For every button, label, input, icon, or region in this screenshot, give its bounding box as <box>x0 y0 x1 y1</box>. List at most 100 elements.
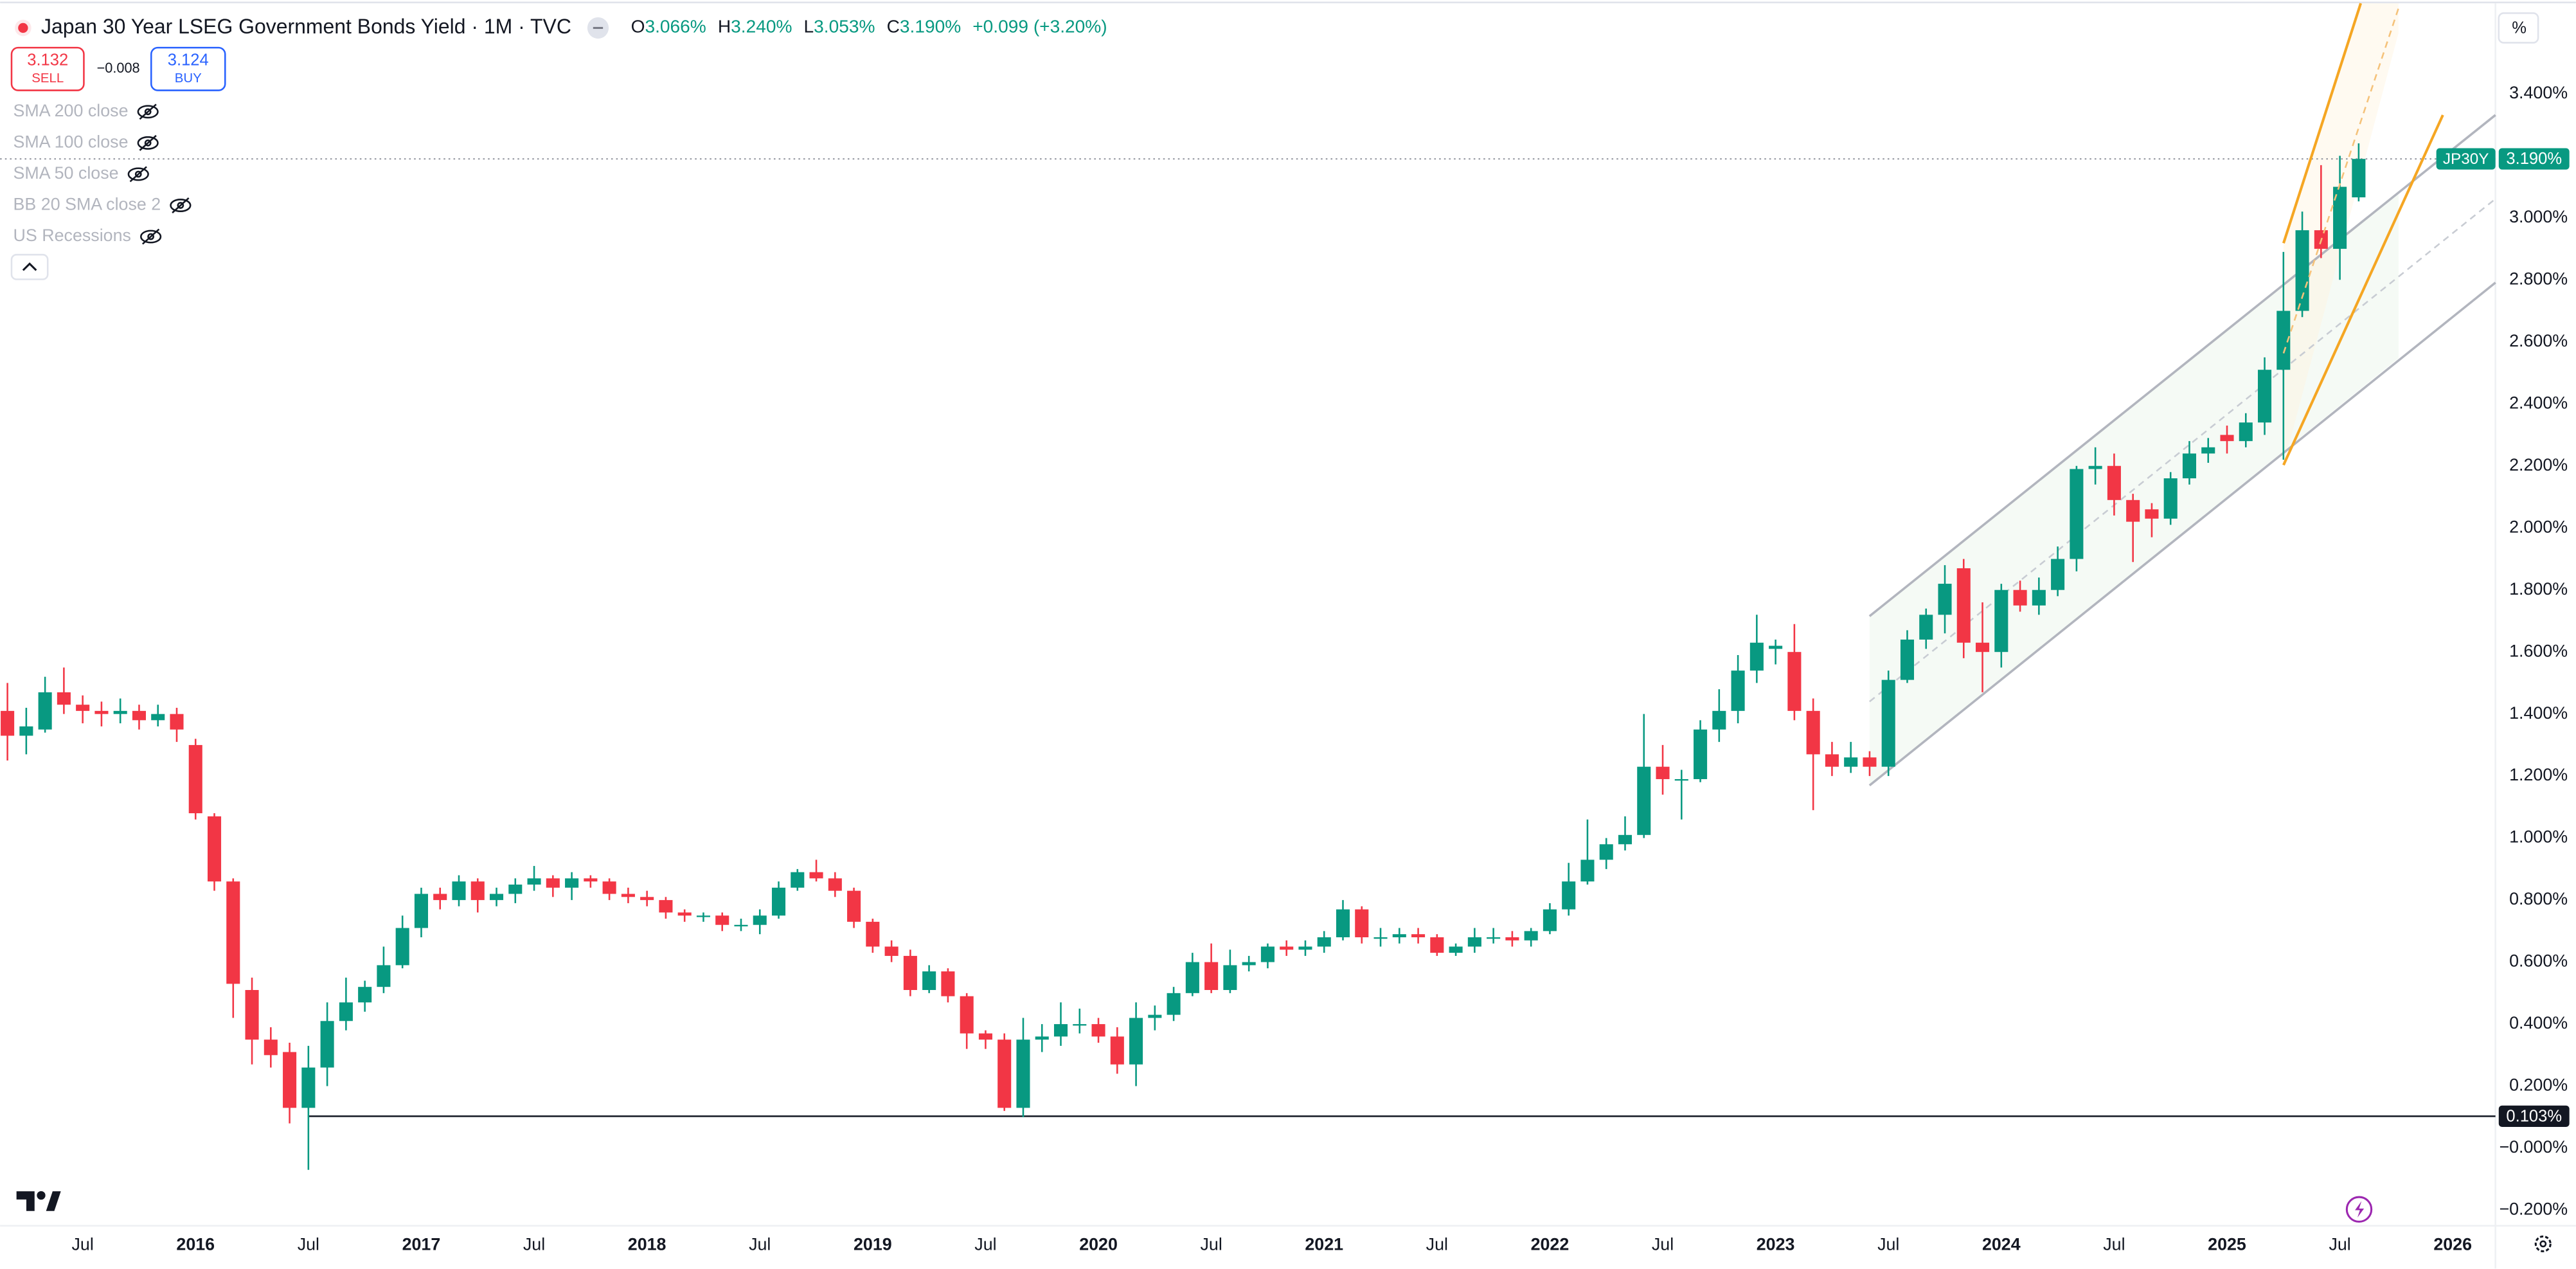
candle-body <box>1956 568 1971 643</box>
candle-body <box>94 710 109 714</box>
candle-body <box>113 710 127 714</box>
candle-body <box>546 878 560 888</box>
x-tick-label: Jul <box>298 1235 319 1254</box>
candle-body <box>358 987 372 1003</box>
eye-pupil <box>147 233 154 240</box>
candle-body <box>339 1002 353 1022</box>
y-tick-label: 0.600% <box>2509 951 2568 971</box>
candle-body <box>2276 310 2291 370</box>
chevron-icon <box>22 262 37 271</box>
y-tick-label: 2.800% <box>2509 269 2568 288</box>
lightning-button[interactable] <box>2345 1196 2373 1223</box>
candle-body <box>1543 909 1557 932</box>
symbol-title: Japan 30 Year LSEG Government Bonds Yiel… <box>41 15 571 38</box>
candle-body <box>2201 447 2215 454</box>
candle-body <box>1355 909 1369 938</box>
hidden-eye-button[interactable] <box>140 228 162 245</box>
candle-body <box>1487 937 1501 939</box>
hidden-eye-button[interactable] <box>137 104 159 120</box>
candle-body <box>264 1040 278 1056</box>
settings-button[interactable] <box>2534 1235 2552 1252</box>
tradingview-logo[interactable] <box>16 1191 61 1211</box>
candle-body <box>1731 670 1745 711</box>
channel-lower <box>1868 282 2496 787</box>
candle-body <box>57 692 71 705</box>
y-tick-label: 1.200% <box>2509 765 2568 784</box>
x-tick-label: 2020 <box>1079 1235 1118 1254</box>
candle-body <box>960 996 974 1034</box>
y-tick-label: 2.000% <box>2509 517 2568 536</box>
candle-body <box>1129 1018 1143 1065</box>
x-tick-label: 2019 <box>854 1235 892 1254</box>
y-tick-label: 1.400% <box>2509 703 2568 723</box>
candle-body <box>245 990 259 1040</box>
candle-body <box>1787 652 1802 711</box>
candle-body <box>1373 937 1388 939</box>
symbol-tag <box>2436 148 2496 170</box>
logo-part <box>46 1191 61 1211</box>
channel-upper <box>1868 114 2496 617</box>
eye-pupil <box>144 140 152 147</box>
candle-body <box>866 921 880 947</box>
candle-body <box>978 1033 992 1040</box>
candle-body <box>1938 584 1952 615</box>
hidden-eye-button[interactable] <box>127 166 149 183</box>
eye-icon <box>137 136 159 150</box>
candle-body <box>1035 1036 1049 1040</box>
candle-body <box>1148 1014 1162 1018</box>
eye-icon <box>127 167 149 181</box>
candle-body <box>489 894 504 901</box>
buy-button[interactable] <box>150 46 226 91</box>
candle-body <box>226 881 240 984</box>
candle-body <box>1016 1040 1030 1108</box>
y-tick-label: 0.200% <box>2509 1076 2568 1095</box>
candle-body <box>2070 469 2084 559</box>
candle-body <box>1844 757 1858 767</box>
sell-button[interactable] <box>10 46 85 91</box>
x-tick-label: 2025 <box>2208 1235 2246 1254</box>
candle-body <box>941 971 955 996</box>
candle-body <box>170 714 184 730</box>
change: +0.099 (+3.20%) <box>972 17 1107 37</box>
candle-body <box>1769 645 1783 649</box>
buy-price: 3.124 <box>168 51 209 69</box>
x-tick-label: Jul <box>974 1235 996 1254</box>
pitch-lower <box>2282 114 2444 466</box>
candle-body <box>903 955 917 991</box>
candle-body <box>2013 590 2027 606</box>
candle-body <box>1467 937 1481 947</box>
y-tick-label: 2.600% <box>2509 331 2568 350</box>
hidden-eye-button[interactable] <box>170 197 192 213</box>
candle-body <box>132 710 146 721</box>
y-tick-label: −0.000% <box>2499 1137 2568 1156</box>
candle-body <box>1298 946 1312 950</box>
buy-label: BUY <box>175 71 202 86</box>
indicator-label: SMA 100 close <box>13 132 129 151</box>
hidden-eye-button[interactable] <box>137 134 159 151</box>
candle-body <box>1317 937 1331 947</box>
candle-body <box>76 705 90 711</box>
candle-body <box>151 714 165 721</box>
candle-body <box>584 878 598 882</box>
candle-body <box>677 912 692 916</box>
candle-body <box>207 816 222 882</box>
candle-body <box>1656 766 1670 779</box>
indicator-list: SMA 200 close SMA 100 close SMA 50 close BB… <box>13 101 192 245</box>
candle-body <box>884 946 899 956</box>
candle-body <box>377 965 391 987</box>
candle-body <box>1562 881 1576 910</box>
unit-button[interactable] <box>2498 12 2539 44</box>
candle-body <box>621 894 635 897</box>
candle-body <box>1806 710 1820 755</box>
eye-slash <box>141 228 160 245</box>
candle-body <box>2295 230 2309 311</box>
toggle-indicators-button[interactable] <box>10 253 49 280</box>
x-tick-label: Jul <box>2329 1235 2350 1254</box>
x-tick-label: Jul <box>523 1235 545 1254</box>
candle-body <box>1204 962 1219 991</box>
ohlc-legend: O3.066% H3.240% L3.053% C3.190% +0.099 (… <box>631 17 1107 37</box>
y-tick-label: 0.800% <box>2509 889 2568 908</box>
candle-body <box>922 971 936 991</box>
